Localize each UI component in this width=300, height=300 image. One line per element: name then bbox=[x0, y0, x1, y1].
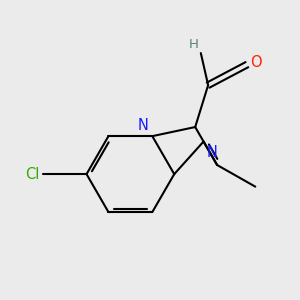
Text: N: N bbox=[207, 145, 218, 160]
Text: H: H bbox=[189, 38, 199, 51]
Text: O: O bbox=[250, 55, 262, 70]
Text: Cl: Cl bbox=[25, 167, 39, 182]
Text: N: N bbox=[138, 118, 149, 133]
